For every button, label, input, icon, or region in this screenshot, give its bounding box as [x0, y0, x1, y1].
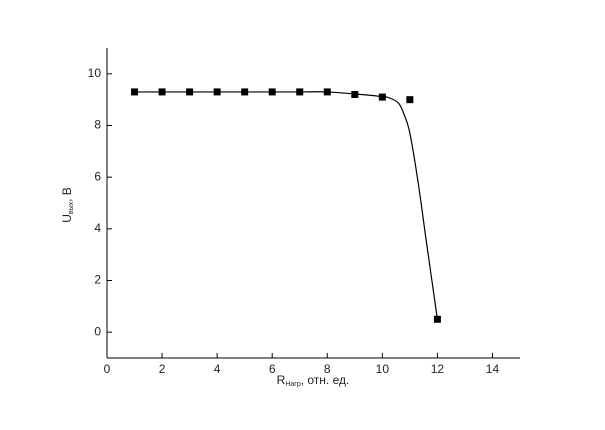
- point: [158, 88, 166, 96]
- y-tick-label: 0: [94, 324, 101, 338]
- x-label-rest: , отн. ед.: [301, 373, 350, 387]
- x-tick-label: 6: [269, 362, 276, 376]
- x-label-sub: Нагр: [285, 381, 301, 388]
- point: [351, 91, 359, 98]
- y-tick-label: 2: [94, 273, 101, 287]
- point: [296, 88, 304, 96]
- x-tick-label: 14: [486, 362, 500, 376]
- point: [131, 88, 139, 96]
- y-tick-label: 10: [88, 66, 102, 80]
- x-label-main: R: [277, 373, 286, 387]
- point: [378, 93, 386, 101]
- x-tick-label: 12: [431, 362, 445, 376]
- point: [241, 88, 249, 96]
- y-axis-label: Uвых, В: [60, 187, 75, 223]
- x-tick-label: 4: [214, 362, 221, 376]
- point: [186, 88, 194, 96]
- point: [433, 315, 441, 323]
- x-tick-label: 8: [324, 362, 331, 376]
- y-tick-label: 8: [94, 118, 101, 132]
- point: [268, 88, 276, 96]
- y-label-sub: вых: [68, 201, 75, 214]
- y-tick-label: 4: [94, 221, 101, 235]
- point: [213, 88, 221, 96]
- y-tick-label: 6: [94, 169, 101, 183]
- x-axis-label: RНагр, отн. ед.: [277, 373, 350, 388]
- y-label-main: U: [60, 214, 74, 223]
- x-tick-label: 0: [104, 362, 111, 376]
- x-tick-label: 2: [159, 362, 166, 376]
- point: [323, 88, 331, 96]
- point: [406, 96, 414, 104]
- y-label-rest: , В: [60, 187, 74, 202]
- x-tick-label: 10: [376, 362, 390, 376]
